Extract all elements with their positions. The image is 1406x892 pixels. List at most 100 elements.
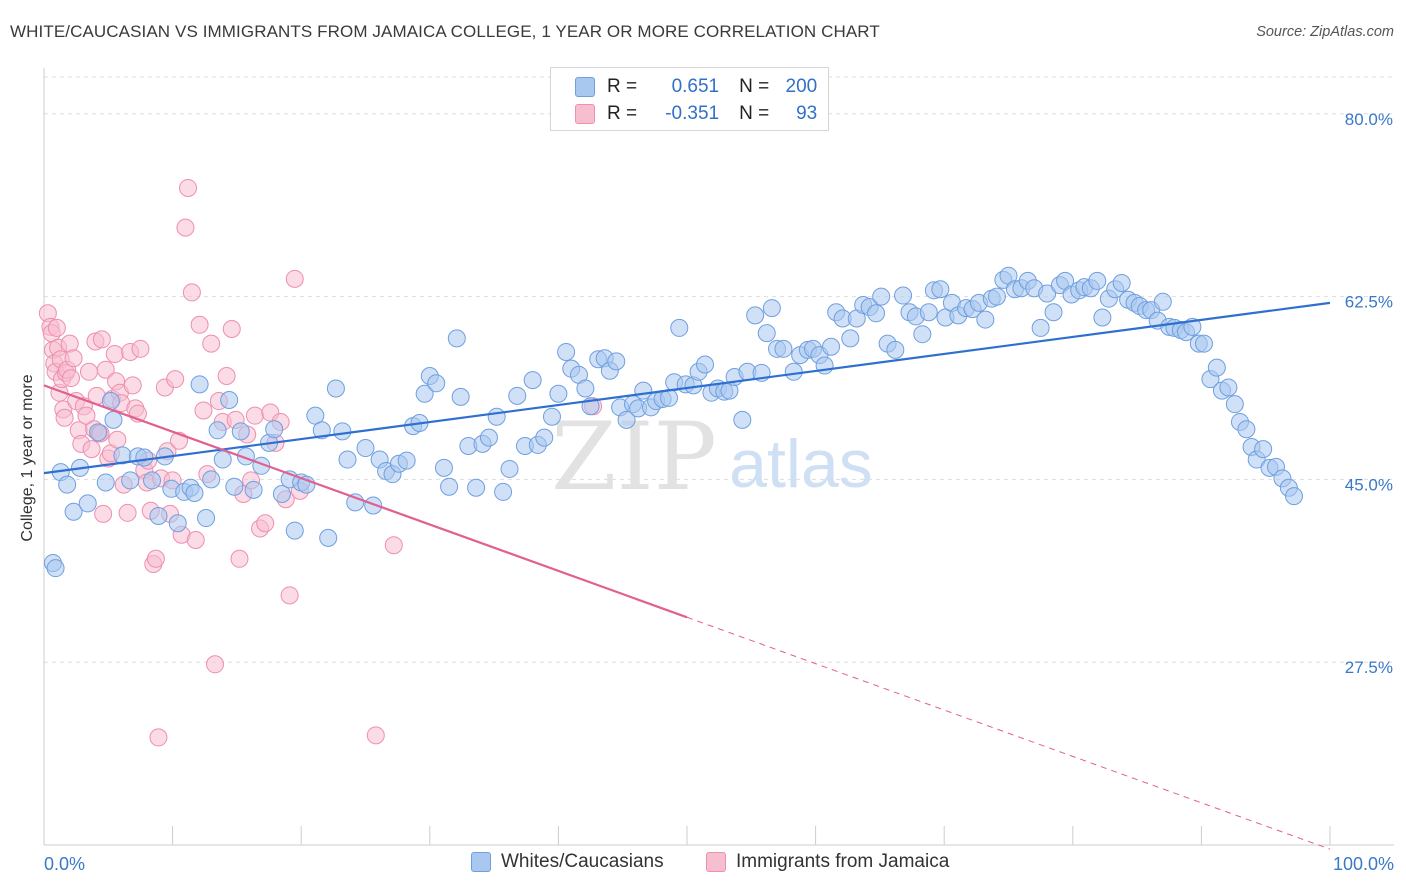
white-point (208, 421, 227, 440)
white-point (867, 304, 886, 323)
x-tick-label-left: 0.0% (44, 854, 85, 874)
white-point (338, 450, 357, 469)
white-point (397, 451, 416, 470)
white-point (822, 337, 841, 356)
jamaica-point (62, 369, 81, 388)
white-point (931, 280, 950, 299)
white-point (135, 448, 154, 467)
white-point (104, 410, 123, 429)
jamaica-point (206, 655, 225, 674)
legend-r-value: 0.651 (671, 76, 720, 97)
white-point (319, 528, 338, 547)
white-point (244, 480, 263, 499)
white-point (1194, 334, 1213, 353)
correlation-legend: R = 0.651 N = 200 R = -0.351 N = 93 (550, 67, 829, 131)
white-point (557, 342, 576, 361)
legend-n-value: 200 (785, 76, 818, 97)
jamaica-point (131, 339, 150, 358)
white-point (733, 410, 752, 429)
legend-row-white: R = 0.651 N = 200 (575, 74, 817, 100)
white-point (494, 482, 513, 501)
white-point (89, 423, 108, 442)
jamaica-point (105, 345, 124, 364)
white-point (121, 471, 140, 490)
jamaica-point (82, 440, 101, 459)
white-point (231, 422, 250, 441)
white-point (1219, 378, 1238, 397)
white-point (987, 287, 1006, 306)
white-point (143, 471, 162, 490)
white-point (96, 473, 115, 492)
jamaica-point (77, 406, 96, 425)
white-point (220, 391, 239, 410)
white-point (202, 470, 221, 489)
jamaica-point (47, 318, 66, 337)
white-point (872, 287, 891, 306)
white-point (1207, 358, 1226, 377)
jamaica-point (94, 504, 113, 523)
white-point (185, 483, 204, 502)
white-point (312, 421, 331, 440)
jamaica-point (285, 269, 304, 288)
white-point (364, 496, 383, 515)
white-point (607, 352, 626, 371)
y-tick-label: 62.5% (1345, 293, 1393, 312)
jamaica-point (80, 362, 99, 381)
gridlines (44, 76, 1394, 663)
white-point (427, 374, 446, 393)
jamaica-point (186, 530, 205, 549)
trend-lines (43, 301, 1331, 850)
jamaica-point (55, 408, 74, 427)
white-point (213, 450, 232, 469)
jamaica-point (384, 536, 403, 555)
white-point (265, 420, 284, 439)
white-point (762, 299, 781, 318)
white-point (1284, 487, 1303, 506)
white-point (535, 428, 554, 447)
jamaica-point (108, 430, 127, 449)
white-point (757, 324, 776, 343)
white-point (1225, 395, 1244, 414)
jamaica-point (222, 319, 241, 338)
jamaica-point (64, 349, 83, 368)
bottom-legend-jamaica: Immigrants from Jamaica (706, 851, 949, 873)
legend-n-label: N = (739, 76, 770, 97)
white-point (197, 509, 216, 528)
jamaica-point (146, 549, 165, 568)
x-tick-label-right: 100.0% (1333, 854, 1394, 874)
white-point (356, 439, 375, 458)
legend-swatch-jamaica (575, 104, 595, 124)
jamaica-point (202, 334, 221, 353)
chart-title: WHITE/CAUCASIAN VS IMMIGRANTS FROM JAMAI… (10, 22, 880, 41)
jamaica-point (179, 178, 198, 197)
white-point (447, 329, 466, 348)
white-point (1112, 274, 1131, 293)
white-point (434, 458, 453, 477)
white-point (746, 306, 765, 325)
white-point (523, 371, 542, 390)
white-point (894, 286, 913, 305)
white-point (670, 318, 689, 337)
white-point (440, 477, 459, 496)
jamaica-point (280, 586, 299, 605)
watermark-atlas: atlas (729, 426, 873, 502)
jamaica-point (118, 503, 137, 522)
white-point (225, 477, 244, 496)
legend-r-label: R = (607, 103, 638, 124)
white-point (976, 310, 995, 329)
y-tick-label: 80.0% (1345, 110, 1393, 129)
y-tick-label: 45.0% (1345, 475, 1393, 494)
white-point (272, 485, 291, 504)
white-point (886, 340, 905, 359)
white-point (415, 384, 434, 403)
jamaica-point (217, 366, 236, 385)
white-point (696, 355, 715, 374)
white-point (913, 325, 932, 344)
white-point (451, 387, 470, 406)
bottom-legend-swatch-white (471, 852, 491, 872)
white-point (1093, 308, 1112, 327)
white-point (190, 375, 209, 394)
white-point (500, 459, 519, 478)
white-point (1044, 303, 1063, 322)
